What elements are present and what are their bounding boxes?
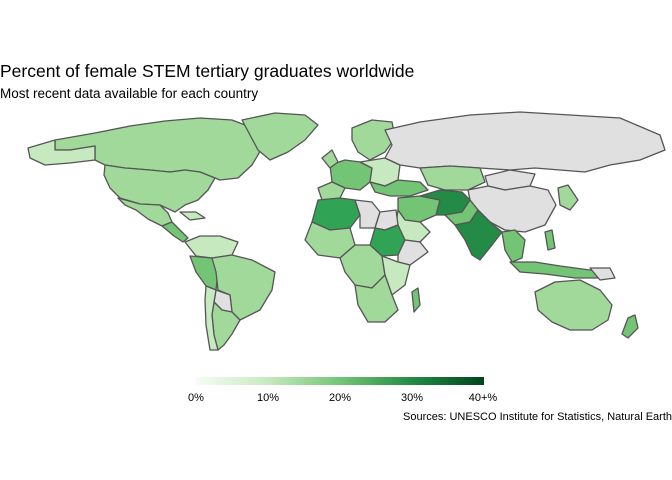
region-chile [204,285,219,351]
region-greenland [241,112,319,161]
region-alaska [27,139,96,166]
region-russia [384,111,666,173]
legend-tick [412,385,413,388]
region-philippines [544,229,556,251]
region-iberia [317,181,346,201]
chart-title: Percent of female STEM tertiary graduate… [0,61,415,81]
legend-tick [483,385,484,388]
legend-label-30: 30% [400,392,424,404]
region-southeast-asia [501,229,526,263]
region-uk [321,149,339,169]
region-balkans-turkey [369,179,429,197]
legend-tick [268,385,269,388]
region-scandinavia [351,119,396,161]
region-central-america [161,221,189,243]
region-usa [103,164,216,213]
legend-label-10: 10% [256,392,280,404]
chart-subtitle: Most recent data available for each coun… [0,86,259,101]
legend-label-40-plus: 40+% [468,392,498,404]
region-australia [534,279,613,331]
region-india [454,209,503,261]
legend-color-bar [196,377,484,385]
region-new-zealand [621,314,639,339]
region-brazil [211,254,276,321]
chart-caption: Sources: UNESCO Institute for Statistics… [403,411,672,423]
legend-tick [340,385,341,388]
legend-tick [196,385,197,388]
region-papua-new-guinea [589,267,616,281]
region-caribbean [179,211,206,221]
region-southern-africa [354,274,399,323]
region-korea-japan [557,184,579,211]
world-choropleth-map [27,111,666,351]
region-madagascar [411,287,421,313]
legend-label-20: 20% [328,392,352,404]
legend-label-0: 0% [188,392,204,404]
region-kazakhstan [419,165,486,191]
